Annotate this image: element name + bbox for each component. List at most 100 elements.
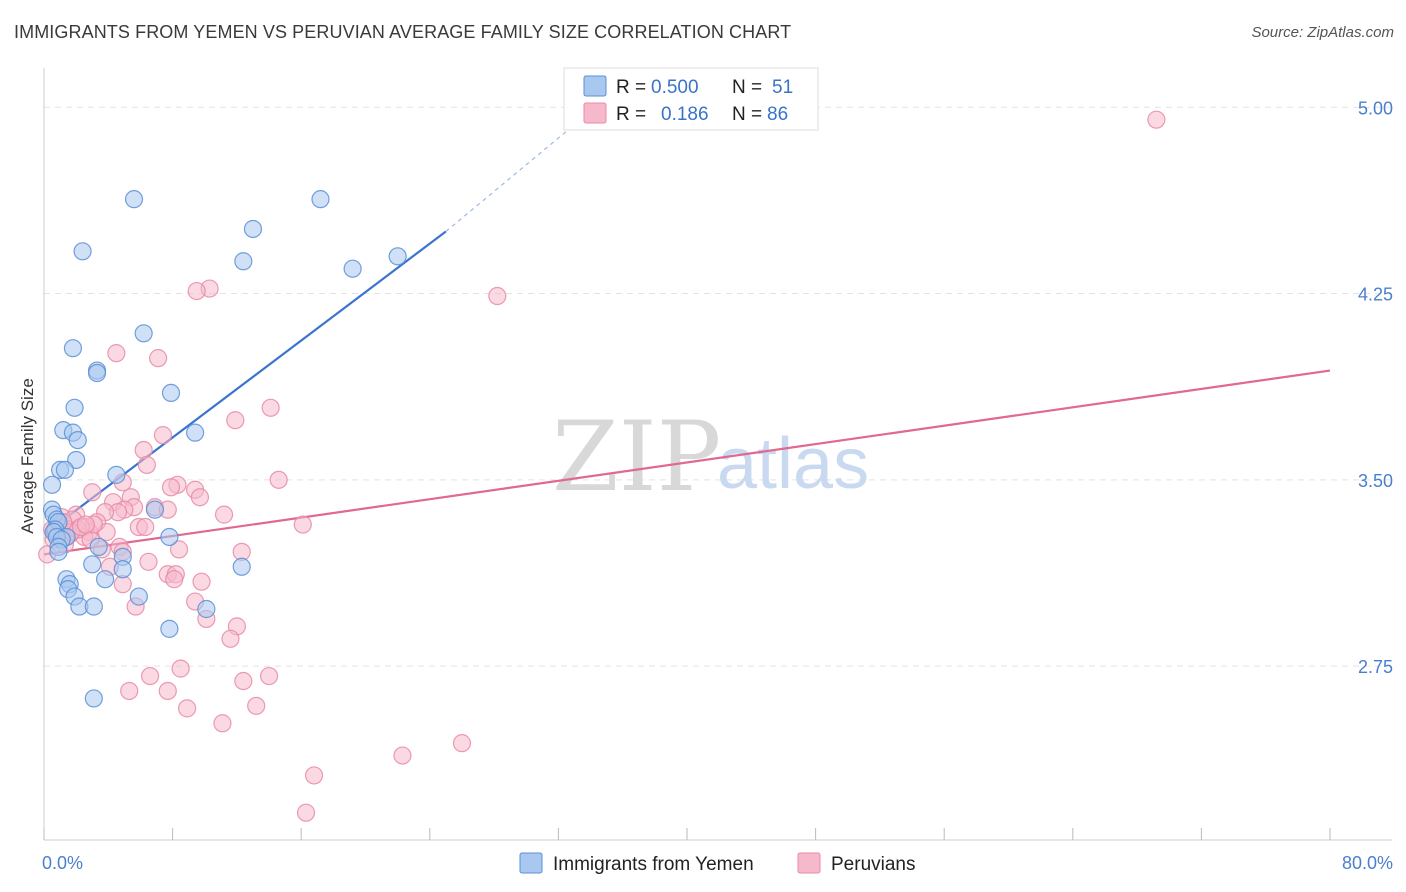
point-peru-56: [192, 572, 211, 591]
point-yemen-49: [160, 619, 179, 638]
point-yemen-39: [113, 560, 132, 579]
point-peru-10: [137, 455, 156, 475]
legend-n-value-peru: 86: [767, 104, 788, 125]
point-yemen-6: [388, 247, 407, 266]
point-peru-16: [190, 488, 210, 507]
point-peru-75: [296, 803, 316, 822]
watermark-zip: ZIP: [552, 401, 721, 513]
point-yemen-12: [65, 398, 84, 417]
point-peru-69: [177, 699, 197, 718]
axes: [43, 68, 1392, 841]
point-peru-33: [136, 517, 155, 537]
legend-swatch-peru: [583, 102, 607, 124]
legend-r-label-yemen: R =: [616, 77, 646, 98]
point-peru-29: [214, 505, 234, 524]
legend-n-label-yemen: N =: [732, 77, 762, 98]
point-yemen-38: [232, 557, 251, 576]
legend-r-label-peru: R =: [616, 104, 646, 125]
y-tick-label-0: 2.75: [1358, 657, 1393, 677]
y-tick-labels: 2.75 3.50 4.25 5.00: [1358, 98, 1393, 677]
point-peru-68: [120, 681, 139, 701]
bottom-legend-label-yemen: Immigrants from Yemen: [553, 854, 754, 875]
bottom-legend-label-peru: Peruvians: [831, 854, 916, 875]
point-peru-11: [269, 470, 288, 489]
grid-lines: [44, 106, 1390, 667]
point-yemen-11: [161, 383, 181, 403]
legend: R = 0.500 N = 51 R = 0.186 N = 86: [563, 67, 819, 131]
point-peru-85: [76, 515, 95, 534]
watermark-atlas: atlas: [717, 424, 869, 504]
point-peru-4: [107, 344, 126, 363]
point-peru-55: [165, 570, 184, 589]
point-yemen-35: [49, 542, 68, 561]
bottom-legend: Immigrants from Yemen Peruvians: [519, 852, 916, 875]
y-tick-label-1: 3.50: [1358, 471, 1393, 491]
point-yemen-50: [84, 689, 103, 708]
point-peru-14: [161, 478, 181, 497]
x-tick-label-max: 80.0%: [1342, 853, 1393, 873]
trend-line-yemen: [46, 230, 447, 533]
point-peru-51: [139, 552, 158, 571]
legend-r-value-peru: 0.186: [661, 104, 709, 125]
trend-line-yemen-extension: [445, 124, 575, 232]
point-yemen-15: [68, 430, 87, 450]
point-peru-64: [140, 666, 160, 686]
trend-line-peru: [43, 369, 1331, 556]
point-yemen-19: [55, 460, 74, 480]
point-yemen-4: [234, 252, 253, 271]
point-yemen-31: [160, 527, 179, 547]
point-peru-48: [169, 540, 189, 559]
point-peru-71: [213, 714, 232, 733]
point-peru-74: [304, 766, 324, 785]
point-peru-8: [153, 426, 173, 445]
y-tick-label-3: 5.00: [1358, 98, 1393, 118]
point-yemen-10: [87, 363, 107, 383]
point-yemen-47: [84, 597, 103, 616]
point-yemen-3: [73, 242, 92, 261]
point-peru-7: [226, 411, 245, 430]
legend-n-value-yemen: 51: [772, 77, 793, 98]
point-peru-65: [259, 666, 279, 686]
point-yemen-37: [83, 555, 102, 574]
source-label: Source: ZipAtlas.com: [1251, 24, 1394, 41]
point-yemen-41: [95, 570, 115, 589]
point-yemen-20: [107, 465, 126, 484]
x-tick-label-min: 0.0%: [42, 853, 83, 873]
bottom-legend-swatch-yemen: [519, 852, 543, 874]
y-tick-label-2: 4.25: [1358, 285, 1393, 305]
point-yemen-34: [89, 537, 108, 557]
point-yemen-44: [129, 587, 148, 606]
point-yemen-21: [42, 475, 62, 494]
chart-title: IMMIGRANTS FROM YEMEN VS PERUVIAN AVERAG…: [14, 22, 792, 42]
legend-swatch-yemen: [583, 75, 607, 97]
point-peru-63: [171, 659, 190, 678]
bottom-legend-swatch-peru: [797, 852, 821, 874]
y-axis-label: Average Family Size: [18, 378, 37, 534]
point-yemen-1: [311, 190, 330, 209]
point-peru-62: [221, 629, 240, 648]
legend-n-label-peru: N =: [732, 104, 762, 125]
legend-r-value-yemen: 0.500: [651, 77, 699, 98]
point-peru-0: [1147, 110, 1166, 129]
point-peru-73: [393, 746, 412, 765]
x-tick-labels: 0.0% 80.0%: [42, 853, 1393, 873]
point-peru-72: [452, 734, 472, 753]
point-peru-30: [293, 515, 312, 534]
point-peru-70: [247, 696, 266, 715]
point-peru-5: [149, 349, 168, 368]
point-yemen-16: [186, 423, 205, 442]
point-yemen-7: [134, 324, 153, 343]
point-yemen-8: [63, 339, 83, 358]
point-yemen-0: [124, 190, 144, 209]
watermark: ZIP atlas: [552, 401, 869, 513]
point-yemen-5: [343, 259, 362, 278]
point-yemen-24: [145, 500, 165, 519]
point-yemen-48: [197, 599, 216, 619]
point-peru-67: [158, 681, 177, 701]
point-peru-66: [234, 671, 253, 691]
point-peru-9: [134, 440, 153, 460]
point-peru-3: [488, 286, 507, 306]
scatter-points: [38, 110, 1166, 822]
point-yemen-2: [243, 219, 263, 239]
